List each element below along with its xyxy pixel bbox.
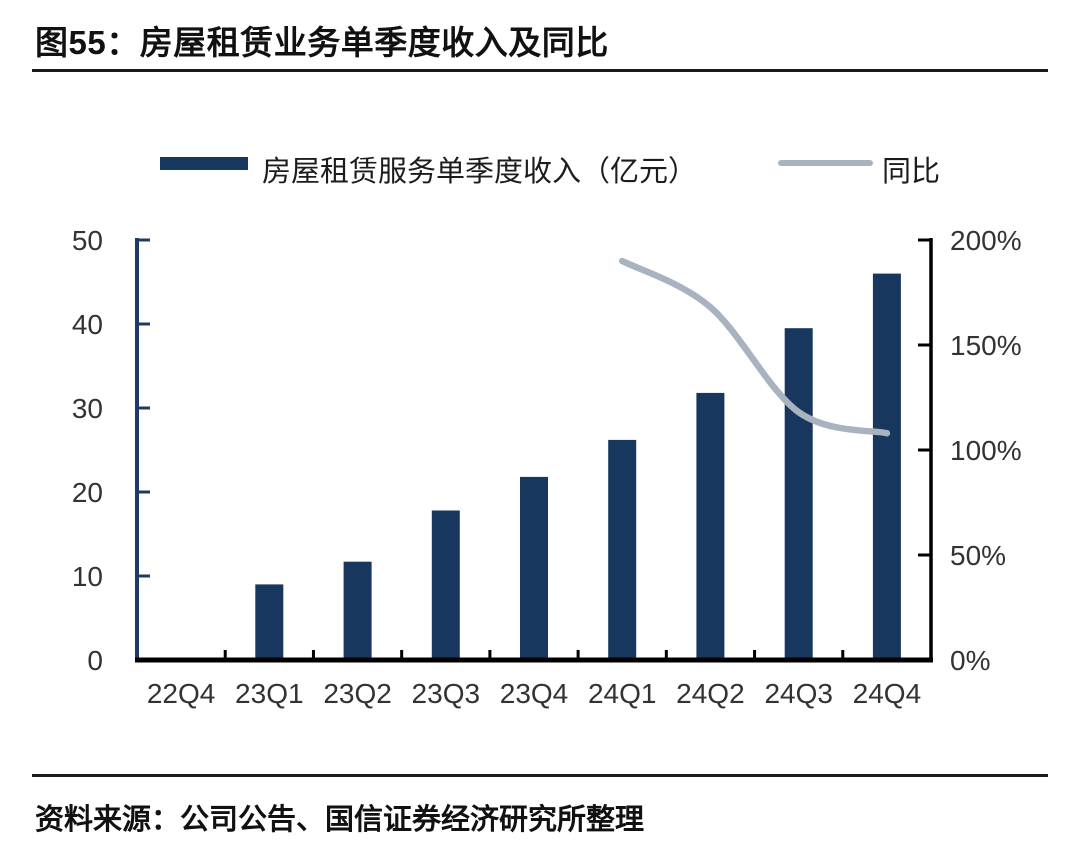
yoy-line [618,257,891,437]
x-axis-label-24Q4: 24Q4 [853,678,922,709]
revenue-yoy-bar-line-chart: 0 10 20 30 40 50 0% 50% 100% 150% 200% 22Q4 23Q1 23Q2… [72,225,1022,709]
figure-title: 图55：房屋租赁业务单季度收入及同比 [35,24,609,61]
right-axis-tick-label: 0% [950,645,990,676]
axis-labels-group: 0 10 20 30 40 50 0% 50% 100% 150% 200% 22Q4 23Q1 23Q2… [72,225,1022,709]
right-axis-tick-label: 100% [950,435,1022,466]
left-axis-tick-label: 50 [72,225,103,256]
left-axis-tick-label: 30 [72,393,103,424]
revenue-bar-legend-swatch [160,157,248,170]
revenue-bar-23Q1 [255,584,284,660]
x-axis-label-23Q3: 23Q3 [412,678,481,709]
chart-legend: 房屋租赁服务单季度收入（亿元） 同比 [0,140,1080,188]
revenue-bar-23Q2 [343,561,372,660]
right-axis-tick-label: 50% [950,540,1006,571]
revenue-bar-23Q4 [520,476,548,660]
x-axis-label-23Q1: 23Q1 [235,678,304,709]
left-axis-tick-label: 20 [72,477,103,508]
left-axis-tick-label: 10 [72,561,103,592]
x-axis-label-24Q3: 24Q3 [764,678,833,709]
axes-group [135,238,933,663]
revenue-bar-24Q3 [784,328,813,660]
revenue-bar-24Q2 [696,392,725,660]
x-axis-label-24Q2: 24Q2 [676,678,745,709]
left-axis-tick-label: 0 [87,645,103,676]
yoy-line-legend-label: 同比 [882,156,941,188]
x-axis-label-22Q4: 22Q4 [147,678,216,709]
left-axis-tick-label: 40 [72,309,103,340]
footer-divider [32,774,1048,777]
revenue-bar-24Q1 [608,439,637,660]
revenue-bar-legend-label: 房屋租赁服务单季度收入（亿元） [262,156,698,188]
yoy-line-group [618,257,891,437]
revenue-bar-23Q3 [431,510,460,660]
revenue-bar-24Q4 [872,273,901,660]
right-axis-tick-label: 150% [950,330,1022,361]
x-axis-label-23Q2: 23Q2 [323,678,392,709]
bars-group [255,273,901,660]
right-axis-tick-label: 200% [950,225,1022,256]
source-note: 资料来源：公司公告、国信证券经济研究所整理 [35,804,645,836]
x-axis-label-23Q4: 23Q4 [500,678,569,709]
yoy-line-legend-swatch [778,160,873,166]
x-axis-label-24Q1: 24Q1 [588,678,657,709]
title-divider [32,69,1048,72]
